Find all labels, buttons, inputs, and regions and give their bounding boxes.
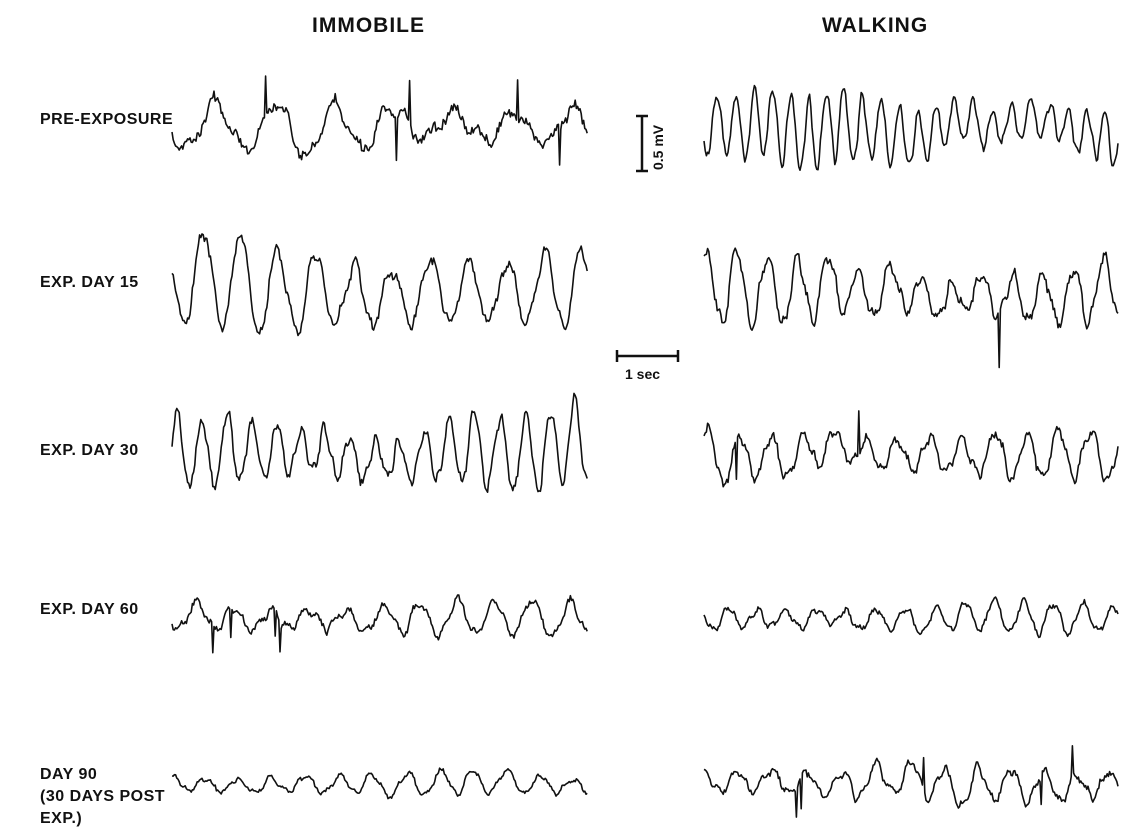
- row-label-exp-day-15: EXP. DAY 15: [40, 274, 139, 291]
- voltage-scale-bar: [636, 114, 648, 173]
- walking-column-header: WALKING: [822, 14, 929, 37]
- time-scale-bar: [615, 350, 680, 362]
- voltage-scale-label: 0.5 mV: [650, 124, 666, 170]
- row-label-exp-day-30: EXP. DAY 30: [40, 442, 139, 459]
- trace-walking-row-2: [703, 410, 1119, 488]
- trace-immobile-row-2: [171, 392, 588, 493]
- time-scale-label: 1 sec: [625, 366, 661, 382]
- trace-immobile-row-3: [171, 594, 588, 654]
- trace-walking-row-1: [703, 247, 1119, 369]
- trace-immobile-row-0: [171, 75, 588, 166]
- trace-walking-row-0: [703, 84, 1119, 171]
- trace-immobile-row-4: [171, 767, 588, 800]
- row-label-day-90: DAY 90 (30 DAYS POST EXP.): [40, 766, 166, 827]
- trace-walking-row-4: [703, 745, 1119, 818]
- row-label-pre-exposure: PRE-EXPOSURE: [40, 111, 174, 128]
- trace-immobile-row-1: [171, 233, 588, 337]
- trace-walking-row-3: [703, 596, 1119, 639]
- immobile-column-header: IMMOBILE: [312, 14, 425, 37]
- row-label-exp-day-60: EXP. DAY 60: [40, 601, 139, 618]
- trace-group: [171, 75, 1119, 818]
